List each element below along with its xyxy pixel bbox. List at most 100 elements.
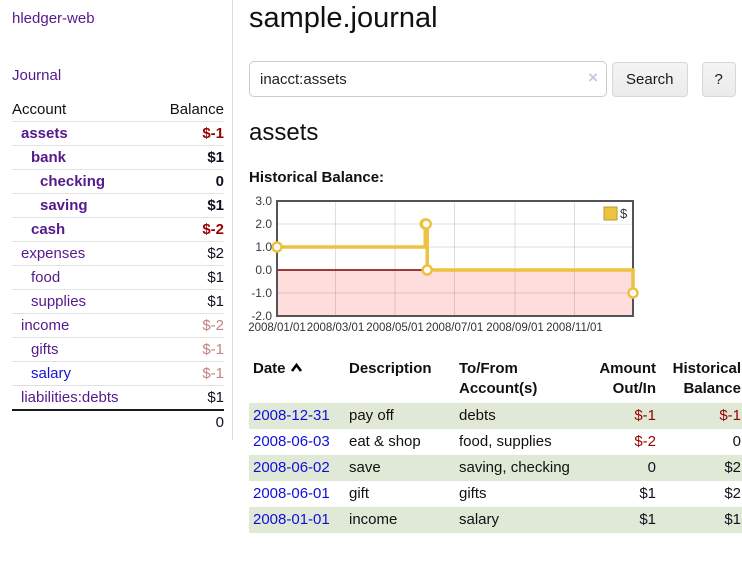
register-accounts-cell: saving, checking [459,459,570,476]
register-balance-cell: $-1 [719,407,741,424]
account-balance: $-1 [202,125,224,142]
accounts-total-row: 0 [12,410,224,434]
register-row: 2008-06-01 gift gifts $1 $2 [249,481,742,507]
account-row: checking 0 [12,169,224,194]
chart-border [276,200,634,317]
sort-ascending-icon [290,362,302,372]
register-date-cell: 2008-12-31 [249,403,345,429]
register-description-cell: eat & shop [349,433,421,450]
account-cell: liabilities:debts [12,386,153,411]
account-cell: income [12,314,153,338]
account-link-cash[interactable]: cash [31,221,66,238]
app: hledger-web Journal Account Balance asse… [12,0,742,533]
account-row: gifts $-1 [12,337,224,362]
help-button[interactable]: ? [701,61,736,97]
transaction-date-link[interactable]: 2008-01-01 [253,511,330,528]
data-point-marker [420,218,432,230]
account-link-bank[interactable]: bank [31,149,67,166]
account-cell: supplies [12,290,153,314]
account-cell: cash [12,218,153,242]
register-table-body: 2008-12-31 pay off debts $-1 $-1 2008-06-03 ea… [249,403,742,533]
account-balance: $1 [207,293,224,310]
accounts-table-body: assets $-1 bank $1 checking 0 saving $1 cash $-2 e… [12,121,224,411]
account-row: income $-2 [12,313,224,338]
account-link-liabilities-debts[interactable]: liabilities:debts [21,389,119,406]
account-link-food[interactable]: food [31,269,61,286]
account-link-salary[interactable]: salary [31,365,72,382]
register-table: Date Description To/From Account(s) Amou… [249,357,742,533]
register-accounts-cell: debts [459,407,496,424]
clear-search-icon[interactable]: × [588,68,598,87]
register-row: 2008-06-03 eat & shop food, supplies $-2 0 [249,429,742,455]
transaction-date-link[interactable]: 2008-06-01 [253,485,330,502]
account-balance: $2 [207,245,224,262]
x-axis-tick-label: 2008/05/01 [366,322,424,334]
account-cell: assets [12,122,153,146]
register-col-description: Description [349,360,432,377]
register-row: 2008-06-02 save saving, checking 0 $2 [249,455,742,481]
account-balance: $1 [207,269,224,286]
transaction-date-link[interactable]: 2008-12-31 [253,407,330,424]
account-row: cash $-2 [12,217,224,242]
search-button[interactable]: Search [612,61,688,97]
account-balance: $1 [207,149,224,166]
account-link-income[interactable]: income [21,317,70,334]
data-point-marker [627,287,639,299]
x-axis-tick-label: 2008/03/01 [307,322,365,334]
account-cell: checking [12,170,153,194]
account-balance: $-1 [202,341,224,358]
account-link-assets[interactable]: assets [21,125,68,142]
accounts-col-account: Account [12,101,67,118]
account-row: liabilities:debts $1 [12,385,224,411]
register-amount-cell: $-1 [634,407,656,424]
register-row: 2008-01-01 income salary $1 $1 [249,507,742,533]
account-link-gifts[interactable]: gifts [31,341,59,358]
account-heading: assets [249,119,319,146]
page-title: sample.journal [249,2,438,34]
account-link-saving[interactable]: saving [40,197,88,214]
register-date-cell: 2008-06-01 [249,481,345,507]
account-row: assets $-1 [12,121,224,146]
register-col-date[interactable]: Date [249,357,345,403]
accounts-total-spacer [12,410,153,434]
register-description-cell: gift [349,485,370,502]
data-point-marker [271,241,283,253]
register-description-cell: save [349,459,381,476]
account-balance: $1 [207,389,224,406]
register-amount-cell: $1 [639,485,656,502]
transaction-date-link[interactable]: 2008-06-03 [253,433,330,450]
account-row: saving $1 [12,193,224,218]
register-col-accounts: To/From Account(s) [459,360,538,397]
y-axis-tick-label: 1.0 [255,240,272,254]
account-cell: gifts [12,338,153,362]
accounts-total-balance: 0 [215,414,224,431]
transaction-date-link[interactable]: 2008-06-02 [253,459,330,476]
account-cell: salary [12,362,153,386]
register-description-cell: income [349,511,398,528]
account-link-expenses[interactable]: expenses [21,245,86,262]
x-axis-tick-label: 2008/01/01 [248,322,306,334]
register-balance-cell: 0 [732,433,741,450]
register-header-row: Date Description To/From Account(s) Amou… [249,357,742,403]
accounts-table: Account Balance assets $-1 bank $1 checking 0… [12,98,224,434]
account-cell: bank [12,146,153,170]
account-link-checking[interactable]: checking [40,173,106,190]
search-input[interactable] [249,61,607,97]
main-content: sample.journal × Search ? assets Histori… [233,0,742,533]
account-link-supplies[interactable]: supplies [31,293,87,310]
account-balance: $1 [207,197,224,214]
account-row: expenses $2 [12,241,224,266]
y-axis-tick-label: 0.0 [255,263,272,277]
account-row: salary $-1 [12,361,224,386]
sidebar-item-journal[interactable]: Journal [12,67,62,84]
account-row: bank $1 [12,145,224,170]
accounts-header-row: Account Balance [12,98,224,122]
historical-balance-chart: 3.0 2.0 1.0 0.0 -1.0 -2.0 2008/01/01 2008/03/01… [248,194,742,341]
chart-title: Historical Balance: [249,169,385,186]
x-axis-tick-label: 2008/11/01 [546,322,603,334]
register-row: 2008-12-31 pay off debts $-1 $-1 [249,403,742,429]
register-amount-cell: 0 [647,459,656,476]
app-brand[interactable]: hledger-web [12,10,95,27]
register-accounts-cell: gifts [459,485,487,502]
